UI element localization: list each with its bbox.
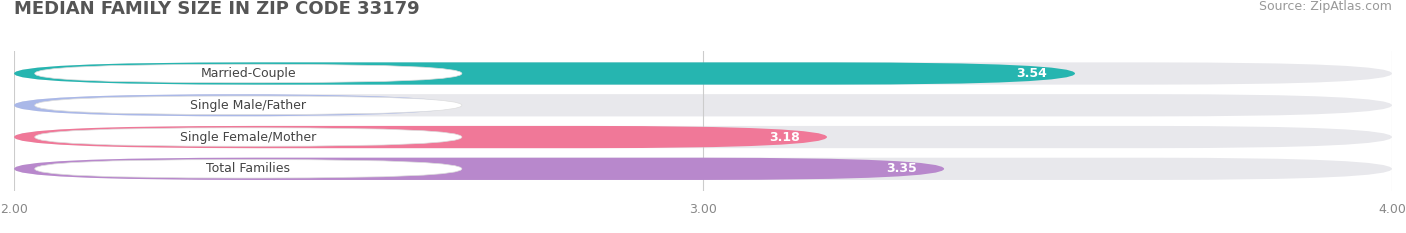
FancyBboxPatch shape <box>14 94 456 116</box>
FancyBboxPatch shape <box>14 126 827 148</box>
Text: Total Families: Total Families <box>207 162 290 175</box>
FancyBboxPatch shape <box>14 62 1076 85</box>
FancyBboxPatch shape <box>35 128 461 146</box>
Text: Married-Couple: Married-Couple <box>201 67 297 80</box>
FancyBboxPatch shape <box>14 158 945 180</box>
Text: 3.18: 3.18 <box>769 130 800 144</box>
FancyBboxPatch shape <box>14 94 1392 116</box>
FancyBboxPatch shape <box>14 158 1392 180</box>
FancyBboxPatch shape <box>14 62 1392 85</box>
Text: 2.64: 2.64 <box>396 99 427 112</box>
Text: Single Female/Mother: Single Female/Mother <box>180 130 316 144</box>
FancyBboxPatch shape <box>14 126 1392 148</box>
FancyBboxPatch shape <box>35 96 461 114</box>
Text: 3.35: 3.35 <box>886 162 917 175</box>
FancyBboxPatch shape <box>35 160 461 178</box>
Text: 3.54: 3.54 <box>1017 67 1047 80</box>
Text: Single Male/Father: Single Male/Father <box>190 99 307 112</box>
Text: Source: ZipAtlas.com: Source: ZipAtlas.com <box>1258 0 1392 13</box>
FancyBboxPatch shape <box>35 64 461 83</box>
Text: MEDIAN FAMILY SIZE IN ZIP CODE 33179: MEDIAN FAMILY SIZE IN ZIP CODE 33179 <box>14 0 419 18</box>
